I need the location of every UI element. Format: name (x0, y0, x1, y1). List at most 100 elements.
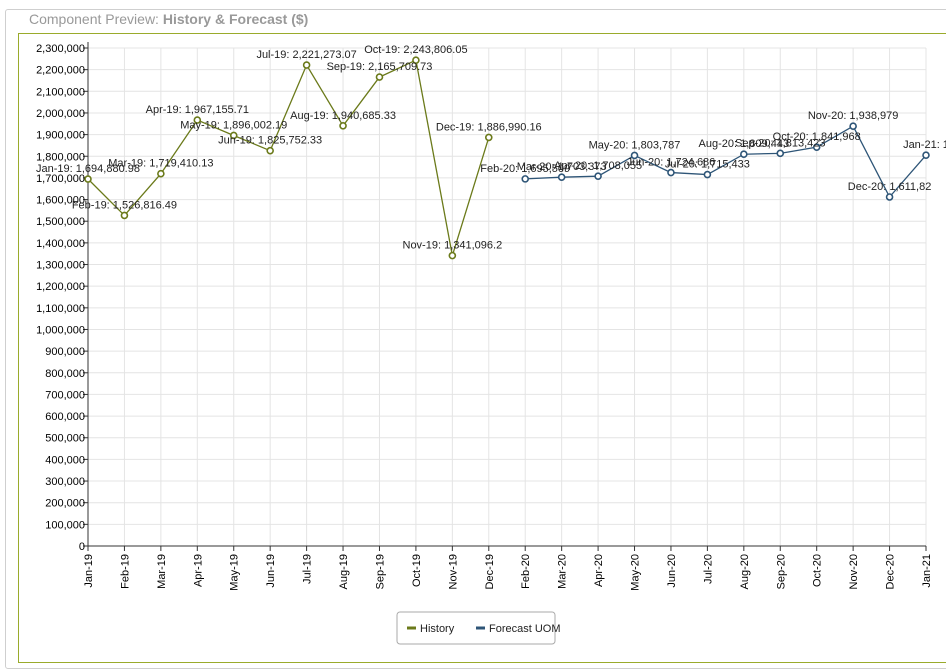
y-tick-label: 2,200,000 (36, 65, 85, 77)
data-point (448, 251, 457, 260)
data-label: Feb-19: 1,526,816.49 (72, 199, 177, 211)
data-point (375, 73, 384, 81)
data-point (594, 172, 602, 180)
data-label: Dec-19: 1,886,990.16 (436, 121, 542, 133)
x-tick-label: Jul-19 (302, 554, 314, 584)
data-label: Jan-19: 1,694,880.98 (36, 163, 140, 175)
panel-title-name: History & Forecast ($) (162, 11, 309, 27)
y-tick-label: 0 (79, 541, 85, 553)
chart-legend[interactable]: History Forecast UOM (396, 611, 561, 645)
data-label: Oct-20: 1,841,968 (773, 131, 861, 143)
x-tick-label: Feb-20 (520, 554, 532, 589)
y-tick-label: 2,100,000 (36, 86, 85, 98)
y-tick-label: 1,400,000 (36, 238, 85, 250)
data-point (703, 170, 712, 179)
y-tick-label: 1,000,000 (36, 324, 85, 336)
legend-item-label[interactable]: Forecast UOM (489, 623, 561, 635)
x-tick-label: May-19 (229, 554, 241, 591)
data-point (84, 175, 92, 183)
data-point (630, 151, 639, 160)
chart-data-labels: Jan-19: 1,694,880.98 Feb-19: 1,526,816.49… (36, 44, 946, 251)
data-label: May-20: 1,803,787 (589, 139, 681, 151)
x-tick-label: Mar-20 (557, 554, 569, 589)
data-point (484, 133, 493, 142)
y-tick-label: 1,900,000 (36, 130, 85, 142)
y-tick-label: 200,000 (45, 498, 85, 510)
data-point (776, 149, 785, 158)
series-line-history (87, 59, 490, 256)
x-tick-label: Nov-20 (848, 554, 860, 589)
data-label: Mar-20: 1,703,373 (517, 161, 607, 173)
y-tick-label: 1,700,000 (36, 173, 85, 185)
x-tick-label: Jan-19 (83, 554, 95, 588)
legend-item-label[interactable]: History (420, 623, 455, 635)
data-point (412, 56, 420, 64)
x-tick-label: Jan-21 (921, 554, 933, 588)
y-tick-label: 700,000 (45, 389, 85, 401)
y-tick-label: 300,000 (45, 476, 85, 488)
x-tick-label: May-20 (630, 554, 642, 591)
history-forecast-chart: 0 100,000 200,000 300,000 400,000 500,000 600,… (36, 42, 946, 645)
x-tick-label: Sep-19 (374, 554, 386, 589)
y-tick-label: 1,500,000 (36, 216, 85, 228)
y-tick-label: 1,600,000 (36, 195, 85, 207)
x-tick-label: Dec-20 (885, 554, 897, 589)
y-tick-label: 2,300,000 (36, 43, 85, 55)
data-point (157, 169, 165, 178)
y-tick-label: 1,800,000 (36, 151, 85, 163)
y-tick-label: 2,000,000 (36, 108, 85, 120)
chart-axes: 0 100,000 200,000 300,000 400,000 500,000 600,… (36, 42, 933, 591)
data-point (557, 173, 566, 181)
data-label: Aug-19: 1,940,685.33 (290, 110, 396, 122)
panel-title-prefix: Component Preview: (29, 11, 163, 27)
data-point (740, 150, 748, 159)
x-tick-label: Jul-20 (702, 554, 714, 584)
data-label: Jun-20: 1,724,686 (627, 157, 716, 169)
data-label: Sep-20: 1,813,423 (735, 137, 826, 149)
data-label: Aug-20: 1,809,443 (699, 138, 790, 150)
x-tick-label: Apr-20 (593, 554, 605, 587)
x-tick-label: Mar-19 (156, 554, 168, 589)
data-label: Feb-20: 1,695,509 (480, 163, 570, 175)
x-tick-label: Aug-20 (739, 554, 751, 589)
data-point (339, 121, 347, 130)
data-label: Dec-20: 1,611,82 (848, 181, 932, 193)
y-tick-label: 900,000 (45, 346, 85, 358)
data-label: Apr-20: 1,708,055 (554, 160, 642, 172)
data-point (849, 122, 857, 130)
data-label: May-19: 1,896,002.19 (180, 119, 287, 131)
data-point (922, 151, 930, 159)
y-tick-label: 100,000 (45, 519, 85, 531)
data-point (193, 116, 202, 124)
data-label: Jan-21: 1 (903, 139, 946, 151)
chart-grid (87, 47, 927, 547)
y-tick-label: 800,000 (45, 368, 85, 380)
data-point (266, 146, 274, 155)
series-line-forecast (525, 125, 927, 199)
x-tick-label: Feb-19 (119, 554, 131, 589)
x-tick-label: Oct-19 (411, 554, 423, 587)
x-tick-label: Aug-19 (338, 554, 350, 589)
x-tick-label: Nov-19 (447, 554, 459, 589)
panel-title: Component Preview: History & Forecast ($… (23, 11, 315, 27)
x-tick-label: Oct-20 (812, 554, 824, 587)
x-tick-label: Sep-20 (775, 554, 787, 589)
data-point (302, 61, 311, 69)
data-point (120, 211, 129, 220)
data-label: Oct-19: 2,243,806.05 (364, 44, 467, 56)
y-tick-label: 1,200,000 (36, 281, 85, 293)
data-label: Nov-20: 1,938,979 (808, 110, 899, 122)
data-point (667, 168, 675, 177)
y-tick-label: 1,300,000 (36, 260, 85, 272)
data-point (812, 143, 821, 151)
y-tick-label: 500,000 (45, 433, 85, 445)
data-label: Apr-19: 1,967,155.71 (146, 104, 249, 116)
data-label: Jul-19: 2,221,273.07 (256, 49, 356, 61)
y-tick-label: 400,000 (45, 454, 85, 466)
data-point (885, 193, 894, 201)
y-tick-label: 1,100,000 (36, 303, 85, 315)
x-tick-label: Jun-20 (666, 554, 678, 588)
data-label: Mar-19: 1,719,410.13 (108, 158, 213, 170)
data-label: Sep-19: 2,165,709.73 (327, 61, 433, 73)
data-label: Jul-20: 1,715,433 (665, 159, 750, 171)
